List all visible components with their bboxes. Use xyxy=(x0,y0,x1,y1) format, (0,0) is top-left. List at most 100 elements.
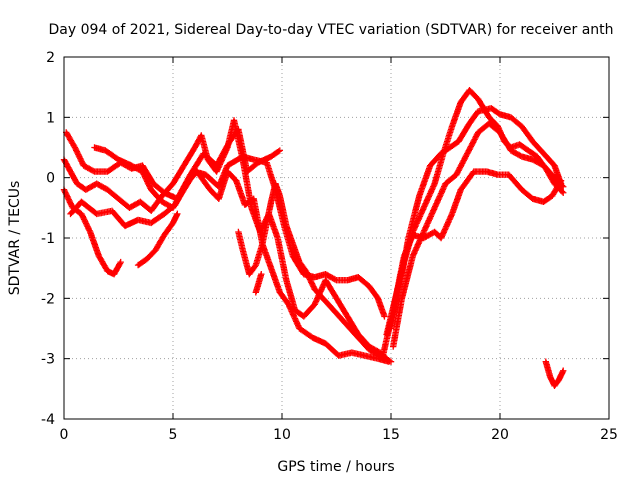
data-point xyxy=(110,260,124,278)
data-point xyxy=(374,295,388,319)
data-point xyxy=(71,144,87,168)
data-point xyxy=(134,256,149,269)
data-point xyxy=(289,240,303,264)
data-point xyxy=(108,207,128,228)
data-point xyxy=(427,151,444,169)
data-point xyxy=(485,114,500,129)
data-point xyxy=(442,172,459,187)
data-point xyxy=(333,310,350,328)
data-point xyxy=(80,162,97,175)
data-point xyxy=(285,301,302,331)
data-point xyxy=(161,220,176,239)
series-trace-9 xyxy=(383,87,567,338)
data-point xyxy=(431,181,449,211)
data-point xyxy=(507,147,524,159)
data-point xyxy=(409,230,427,260)
data-point xyxy=(387,358,395,365)
data-point xyxy=(398,254,416,302)
data-point xyxy=(169,187,187,211)
data-point xyxy=(148,211,167,227)
data-point xyxy=(283,222,296,246)
x-tick-label: 20 xyxy=(491,427,509,443)
data-point xyxy=(148,186,165,204)
data-point xyxy=(246,263,259,278)
data-point xyxy=(366,346,382,359)
data-point xyxy=(344,313,361,337)
data-point xyxy=(161,189,180,202)
series-trace-7 xyxy=(235,180,395,365)
data-point xyxy=(67,168,80,186)
data-point xyxy=(485,120,502,135)
data-point xyxy=(416,163,433,199)
data-point xyxy=(67,199,84,218)
data-point xyxy=(95,252,110,273)
series-trace-5 xyxy=(91,144,388,320)
data-point xyxy=(518,123,535,144)
data-point xyxy=(200,150,219,168)
data-point xyxy=(420,181,438,211)
data-point xyxy=(390,296,405,350)
data-point xyxy=(381,313,388,320)
data-point xyxy=(466,109,481,127)
data-point xyxy=(496,129,514,153)
data-points xyxy=(60,87,567,389)
data-point xyxy=(529,138,546,156)
data-point xyxy=(252,272,264,296)
data-point xyxy=(215,163,231,190)
data-point xyxy=(180,169,198,193)
x-tick-label: 25 xyxy=(600,427,618,443)
data-point xyxy=(283,277,298,313)
data-point xyxy=(296,258,309,274)
data-point xyxy=(180,145,198,169)
data-point xyxy=(302,268,318,292)
data-point xyxy=(322,271,339,283)
data-point xyxy=(420,206,438,236)
data-point xyxy=(322,298,339,316)
y-axis-label: SDTVAR / TECUs xyxy=(7,181,23,296)
data-point xyxy=(152,233,167,254)
data-point xyxy=(453,151,470,178)
data-point xyxy=(335,349,354,359)
grid-lines xyxy=(64,57,609,419)
data-point xyxy=(252,242,266,269)
y-tick-label: 1 xyxy=(46,110,55,126)
data-point xyxy=(150,180,167,195)
data-point xyxy=(366,283,381,301)
axis-ticks: 0 5 10 15 20 25 -4 -3 -2 -1 0 1 2 xyxy=(41,50,618,443)
data-point xyxy=(455,121,472,145)
x-tick-label: 10 xyxy=(273,427,291,443)
x-tick-label: 0 xyxy=(60,427,69,443)
data-point xyxy=(322,340,341,358)
data-point xyxy=(387,284,403,332)
data-point xyxy=(139,168,154,192)
data-point xyxy=(117,258,124,266)
data-point xyxy=(174,210,181,218)
data-point xyxy=(466,87,481,102)
data-point xyxy=(448,188,464,218)
data-point xyxy=(540,162,557,180)
data-point xyxy=(448,100,464,130)
data-point xyxy=(431,151,447,187)
data-point xyxy=(267,148,282,160)
data-point xyxy=(516,141,531,153)
data-point xyxy=(488,105,502,117)
x-tick-label: 15 xyxy=(382,427,400,443)
data-point xyxy=(233,177,248,207)
data-point xyxy=(300,302,317,320)
series-trace-8 xyxy=(252,271,265,296)
data-point xyxy=(139,162,156,186)
data-point xyxy=(396,236,412,290)
data-point xyxy=(560,189,567,196)
data-point xyxy=(542,358,553,379)
series-trace-2 xyxy=(60,186,124,278)
data-point xyxy=(507,114,524,129)
data-point xyxy=(296,325,315,340)
data-point xyxy=(355,334,372,352)
data-point xyxy=(267,265,283,295)
y-tick-label: -3 xyxy=(41,352,55,368)
data-point xyxy=(457,88,472,106)
y-tick-label: 2 xyxy=(46,50,55,66)
data-point xyxy=(224,154,245,169)
y-tick-label: -4 xyxy=(41,412,55,428)
